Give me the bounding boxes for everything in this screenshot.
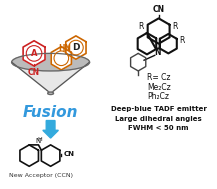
Text: R: R (179, 36, 185, 45)
Polygon shape (51, 47, 71, 70)
Text: Large dihedral angles: Large dihedral angles (115, 116, 202, 122)
Polygon shape (12, 62, 90, 93)
Text: R: R (138, 22, 144, 31)
Text: CN: CN (153, 5, 165, 13)
Ellipse shape (12, 53, 90, 71)
Polygon shape (23, 41, 45, 66)
Text: R= Cz: R= Cz (147, 73, 170, 82)
Text: Fusion: Fusion (23, 105, 78, 120)
Text: H: H (38, 137, 42, 142)
Text: N: N (36, 138, 41, 144)
Polygon shape (66, 36, 86, 59)
Text: FWHM < 50 nm: FWHM < 50 nm (128, 125, 189, 131)
Text: CN: CN (28, 68, 40, 77)
Text: D: D (72, 43, 80, 52)
Text: Ph₂Cz: Ph₂Cz (148, 92, 170, 101)
Text: A: A (31, 49, 37, 58)
Text: CN: CN (64, 151, 75, 157)
FancyArrow shape (43, 121, 58, 138)
Ellipse shape (48, 92, 54, 94)
Text: HN: HN (58, 44, 71, 53)
Text: New Acceptor (CCN): New Acceptor (CCN) (9, 173, 73, 178)
Text: N: N (155, 48, 161, 57)
Text: Deep-blue TADF emitter: Deep-blue TADF emitter (111, 106, 207, 112)
Text: Me₂Cz: Me₂Cz (147, 83, 171, 92)
Text: R: R (173, 22, 178, 31)
